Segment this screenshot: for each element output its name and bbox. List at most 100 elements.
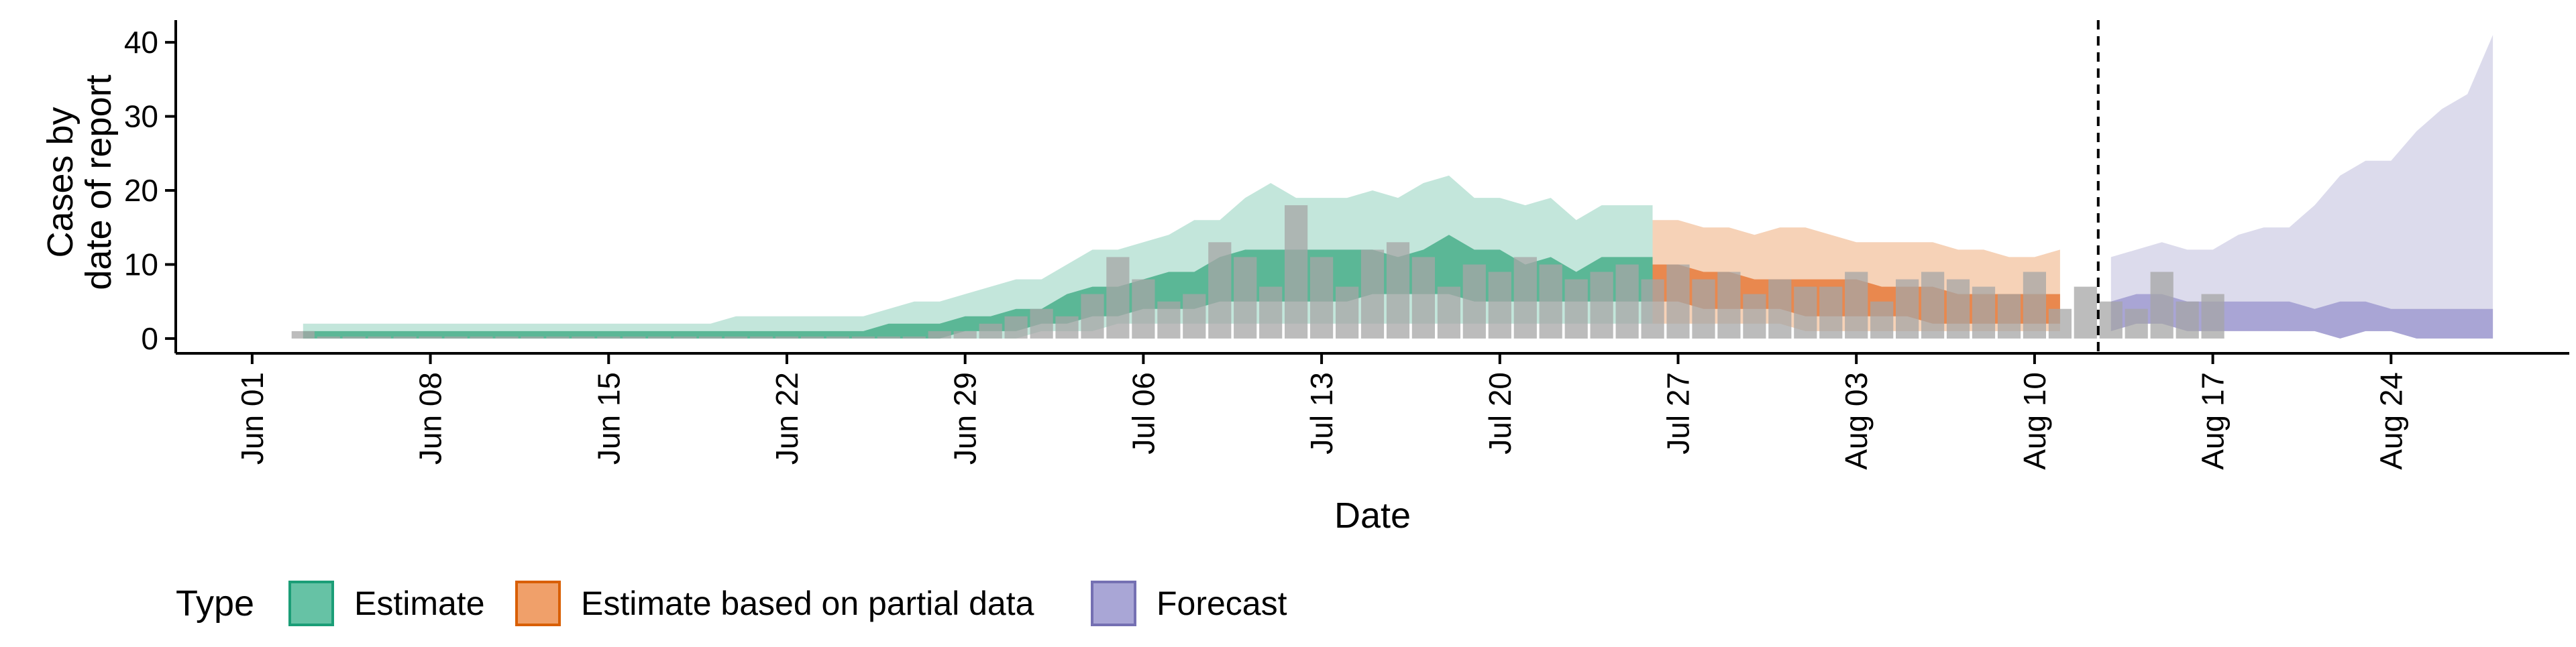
- y-ticks: 0 10 20 30 40: [124, 25, 176, 356]
- observed-bar: [1030, 308, 1053, 339]
- observed-bar: [1386, 242, 1410, 339]
- observed-bar: [1845, 272, 1868, 339]
- observed-bar: [1717, 272, 1741, 339]
- y-axis-title-line1: Cases by: [40, 107, 80, 257]
- observed-bar: [1768, 279, 1792, 339]
- observed-bar: [1743, 294, 1766, 339]
- observed-bar: [2074, 286, 2097, 339]
- observed-bar: [2201, 294, 2224, 339]
- x-tick-label: Jun 22: [769, 372, 804, 465]
- legend-label: Estimate: [354, 585, 485, 622]
- forecast-outer-band: [2110, 35, 2493, 339]
- observed-bar: [1055, 316, 1079, 339]
- observed-bar: [1132, 279, 1155, 339]
- observed-bar: [1183, 294, 1206, 339]
- observed-bars: [291, 205, 2224, 339]
- observed-bar: [1819, 286, 1843, 339]
- y-tick-label: 10: [124, 247, 158, 282]
- observed-bar: [1004, 316, 1028, 339]
- observed-bar: [1794, 286, 1817, 339]
- legend-label: Estimate based on partial data: [581, 585, 1034, 622]
- observed-bar: [902, 336, 926, 339]
- observed-bar: [368, 336, 391, 339]
- observed-bar: [1870, 301, 1894, 339]
- observed-bar: [1564, 279, 1588, 339]
- legend-swatch: [1091, 581, 1136, 626]
- observed-bar: [2125, 308, 2148, 339]
- observed-bar: [1946, 279, 1970, 339]
- x-axis-title: Date: [1334, 495, 1411, 536]
- observed-bar: [979, 323, 1002, 339]
- observed-bar: [1157, 301, 1181, 339]
- observed-bar: [470, 336, 493, 339]
- y-axis-title: Cases by date of report: [40, 74, 119, 290]
- observed-bar: [1285, 205, 1308, 339]
- legend: Type Estimate Estimate based on partial d…: [176, 581, 1287, 626]
- observed-bar: [495, 336, 519, 339]
- observed-bar: [419, 336, 442, 339]
- observed-bar: [546, 336, 570, 339]
- x-tick-label: Jul 06: [1126, 372, 1161, 455]
- observed-bar: [1234, 257, 1257, 339]
- observed-bar: [521, 336, 544, 339]
- y-tick-label: 40: [124, 25, 158, 60]
- observed-bar: [1921, 272, 1945, 339]
- x-tick-label: Jul 20: [1483, 372, 1517, 455]
- observed-bar: [1208, 242, 1232, 339]
- observed-bar: [1360, 249, 1385, 339]
- legend-swatch: [515, 581, 561, 626]
- legend-title: Type: [176, 583, 254, 624]
- observed-bar: [724, 336, 748, 339]
- observed-bar: [623, 336, 646, 339]
- observed-bar: [1106, 257, 1130, 339]
- observed-bar: [877, 336, 900, 339]
- observed-bar: [2176, 301, 2199, 339]
- observed-bar: [1513, 257, 1537, 339]
- observed-bar: [953, 331, 977, 339]
- observed-bar: [342, 336, 366, 339]
- axes: [174, 20, 2569, 355]
- observed-bar: [572, 336, 595, 339]
- observed-bar: [1972, 286, 1996, 339]
- x-tick-label: Jun 01: [235, 372, 270, 465]
- observed-bar: [1615, 264, 1639, 339]
- observed-bar: [1590, 272, 1613, 339]
- observed-bar: [2099, 301, 2123, 339]
- observed-bar: [699, 336, 722, 339]
- observed-bar: [1997, 294, 2021, 339]
- x-tick-label: Jul 13: [1304, 372, 1339, 455]
- observed-bar: [1081, 294, 1104, 339]
- observed-bar: [444, 336, 468, 339]
- observed-bar: [1896, 279, 1919, 339]
- x-tick-label: Jun 08: [413, 372, 448, 465]
- observed-bar: [928, 331, 951, 339]
- observed-bar: [393, 336, 417, 339]
- observed-bar: [1336, 286, 1359, 339]
- observed-bar: [291, 331, 315, 339]
- y-tick-label: 20: [124, 173, 158, 208]
- observed-bar: [1666, 264, 1690, 339]
- x-tick-label: Aug 03: [1839, 372, 1874, 470]
- x-tick-label: Jun 15: [591, 372, 626, 465]
- observed-bar: [826, 336, 849, 339]
- y-axis-title-line2: date of report: [78, 74, 119, 290]
- observed-bar: [775, 336, 799, 339]
- legend-swatch: [288, 581, 334, 626]
- x-tick-label: Jul 27: [1660, 372, 1695, 455]
- y-tick-label: 0: [141, 321, 158, 356]
- observed-bar: [1310, 257, 1334, 339]
- observed-bar: [674, 336, 697, 339]
- x-tick-label: Aug 24: [2373, 372, 2408, 470]
- observed-bar: [749, 336, 773, 339]
- observed-bar: [1462, 264, 1486, 339]
- observed-bar: [317, 336, 340, 339]
- observed-bar: [851, 336, 875, 339]
- x-tick-label: Jun 29: [948, 372, 983, 465]
- observed-bar: [1539, 264, 1562, 339]
- observed-bar: [1259, 286, 1283, 339]
- observed-bar: [1488, 272, 1511, 339]
- x-tick-label: Aug 17: [2196, 372, 2231, 470]
- observed-bar: [1437, 286, 1460, 339]
